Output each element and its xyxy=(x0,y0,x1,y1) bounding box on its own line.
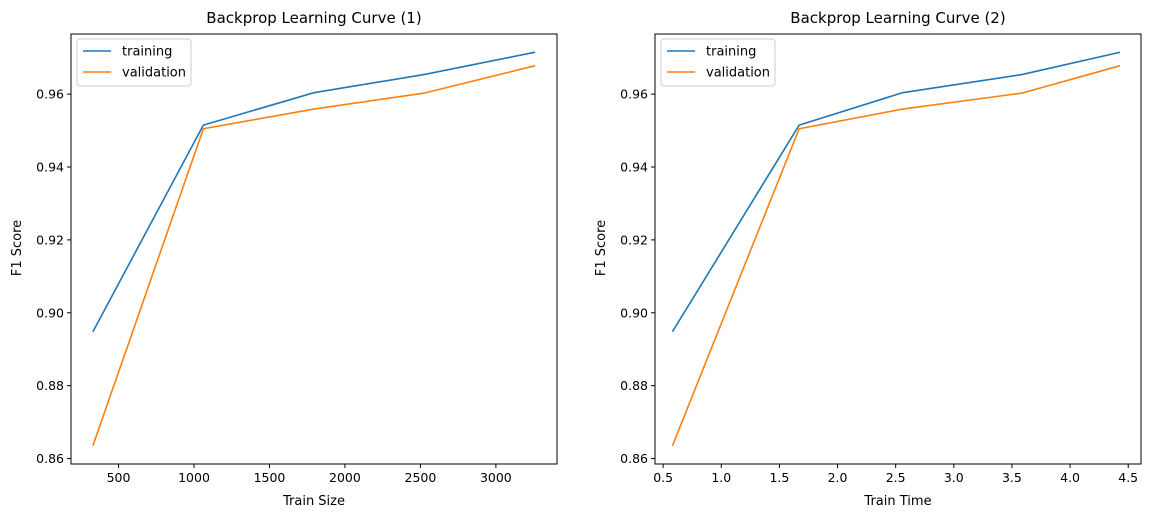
legend: training validation xyxy=(660,38,776,87)
plot-frame xyxy=(70,33,558,465)
y-axis-label: F1 Score xyxy=(10,220,25,276)
x-tick-label: 3.5 xyxy=(1002,470,1022,485)
y-tick-label: 0.86 xyxy=(620,451,648,466)
chart-2: Backprop Learning Curve (2) Train Time F… xyxy=(594,9,1142,509)
y-tick-label: 0.94 xyxy=(36,160,64,175)
legend-label: training xyxy=(122,45,172,60)
x-tick-label: 2000 xyxy=(329,470,361,485)
y-axis-label: F1 Score xyxy=(594,220,609,276)
x-tick-label: 1.5 xyxy=(769,470,789,485)
series-line-training xyxy=(92,51,536,333)
chart-1: Backprop Learning Curve (1) Train Size F… xyxy=(10,9,558,509)
y-tick-label: 0.92 xyxy=(36,232,64,247)
x-tick-label: 2500 xyxy=(405,470,437,485)
y-tick-label: 0.90 xyxy=(36,305,64,320)
y-tick-label: 0.88 xyxy=(620,378,648,393)
y-tick-label: 0.88 xyxy=(36,378,64,393)
x-tick-label: 1000 xyxy=(178,470,210,485)
series-lines xyxy=(92,51,536,447)
y-tick-label: 0.90 xyxy=(620,305,648,320)
x-tick-label: 2.5 xyxy=(886,470,906,485)
chart-title: Backprop Learning Curve (1) xyxy=(206,9,421,27)
x-tick-label: 3.0 xyxy=(944,470,964,485)
x-axis-label: Train Time xyxy=(863,494,931,509)
chart-title: Backprop Learning Curve (2) xyxy=(790,9,1005,27)
series-line-validation xyxy=(92,64,536,447)
x-tick-label: 1500 xyxy=(254,470,286,485)
series-line-training xyxy=(671,51,1121,333)
ticks: 500 1000 1500 2000 2500 3000 0.86 0.88 0.90 0.92 0… xyxy=(36,87,512,485)
series-line-validation xyxy=(671,64,1121,447)
x-tick-label: 2.0 xyxy=(828,470,848,485)
x-tick-label: 0.5 xyxy=(653,470,673,485)
x-tick-label: 1.0 xyxy=(711,470,731,485)
legend-label: validation xyxy=(706,66,770,81)
x-tick-label: 3000 xyxy=(480,470,512,485)
x-axis-label: Train Size xyxy=(282,494,345,509)
y-tick-label: 0.94 xyxy=(620,160,648,175)
plot-frame xyxy=(654,33,1142,465)
legend-label: validation xyxy=(122,66,186,81)
series-lines xyxy=(671,51,1121,447)
y-tick-label: 0.96 xyxy=(620,87,648,102)
y-tick-label: 0.96 xyxy=(36,87,64,102)
y-tick-label: 0.86 xyxy=(36,451,64,466)
x-tick-label: 4.0 xyxy=(1060,470,1080,485)
x-tick-label: 500 xyxy=(107,470,131,485)
legend: training validation xyxy=(76,38,192,87)
x-tick-label: 4.5 xyxy=(1118,470,1138,485)
ticks: 0.5 1.0 1.5 2.0 2.5 3.0 3.5 4.0 4.5 0.86 0.88 0.90 0… xyxy=(620,87,1138,485)
y-tick-label: 0.92 xyxy=(620,232,648,247)
legend-label: training xyxy=(706,45,756,60)
